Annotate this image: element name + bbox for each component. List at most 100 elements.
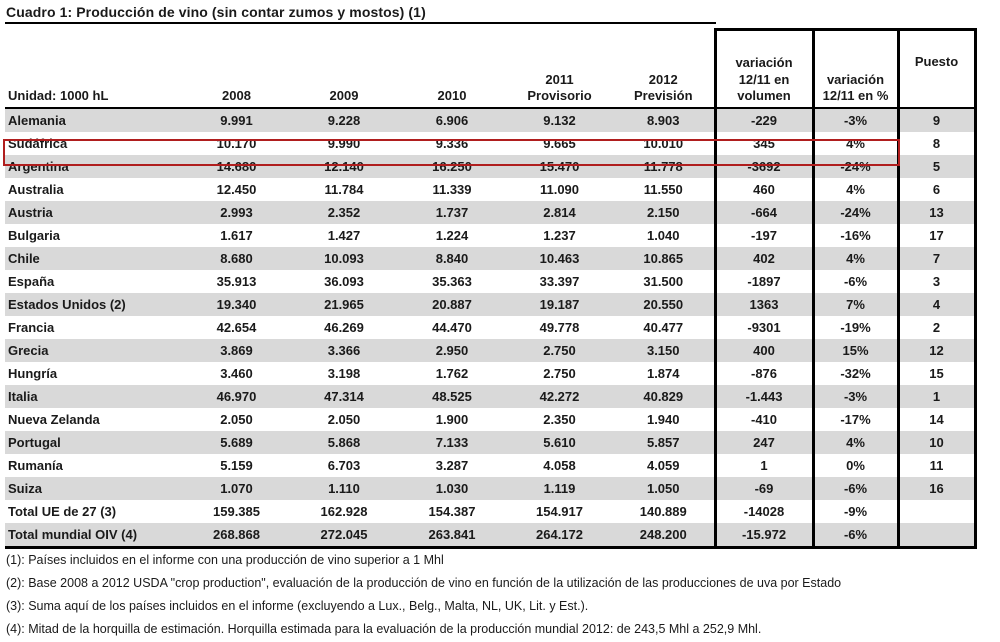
country-cell: Nueva Zelanda <box>8 412 100 427</box>
title-underline <box>5 22 716 24</box>
value-2010-cell: 1.224 <box>435 228 469 243</box>
col-header-2012-prevision: 2012 Previsión <box>613 29 715 109</box>
value-2011-cell: 10.463 <box>539 251 580 266</box>
value-2009-cell: 1.110 <box>328 481 360 496</box>
puesto-cell: 16 <box>896 477 977 500</box>
puesto-cell: 11 <box>896 454 977 477</box>
country-cell: Austria <box>8 205 53 220</box>
value-2008-cell: 2.050 <box>220 412 253 427</box>
table-row-highlighted: Argentina 14.680 12.140 16.250 15.470 11… <box>5 155 977 178</box>
value-2008-cell: 42.654 <box>216 320 257 335</box>
puesto-cell: 1 <box>896 385 977 408</box>
country-cell: Estados Unidos (2) <box>8 297 126 312</box>
value-2010-cell: 1.030 <box>435 481 469 496</box>
country-cell: Portugal <box>8 435 61 450</box>
value-2009-cell: 3.198 <box>327 366 361 381</box>
value-2009-cell: 5.868 <box>327 435 361 450</box>
value-2010-cell: 154.387 <box>428 504 476 519</box>
value-2011-cell: 42.272 <box>539 389 580 404</box>
variation-volume-cell: 400 <box>713 339 813 362</box>
puesto-cell <box>896 523 977 549</box>
country-cell: Total UE de 27 (3) <box>8 504 117 519</box>
country-cell: Rumanía <box>8 458 63 473</box>
footnote-2: (2): Base 2008 a 2012 USDA "crop product… <box>6 576 842 590</box>
value-2010-cell: 48.525 <box>432 389 472 404</box>
country-cell: España <box>8 274 55 289</box>
variation-pct-cell: -9% <box>811 500 898 523</box>
table-row: Austria 2.993 2.352 1.737 2.814 2.150 -6… <box>5 201 977 224</box>
table-row: España 35.913 36.093 35.363 33.397 31.50… <box>5 270 977 293</box>
country-cell: Argentina <box>8 159 69 174</box>
value-2011-cell: 2.350 <box>543 412 576 427</box>
value-2011-cell: 49.778 <box>539 320 580 335</box>
variation-volume-cell: 402 <box>713 247 813 270</box>
value-2008-cell: 1.070 <box>220 481 253 496</box>
puesto-cell: 15 <box>896 362 977 385</box>
value-2009-cell: 36.093 <box>324 274 364 289</box>
variation-volume-cell: -14028 <box>713 500 813 523</box>
value-2011-cell: 9.132 <box>543 113 576 128</box>
value-2010-cell: 8.840 <box>435 251 469 266</box>
value-2011-cell: 9.665 <box>543 136 576 151</box>
variation-volume-cell: -876 <box>713 362 813 385</box>
value-2008-cell: 3.460 <box>220 366 253 381</box>
value-2010-cell: 20.887 <box>432 297 472 312</box>
value-2012-cell: 10.010 <box>643 136 684 151</box>
value-2008-cell: 9.991 <box>220 113 253 128</box>
variation-pct-cell: 4% <box>811 247 898 270</box>
col-header-2008: 2008 <box>183 29 290 109</box>
value-2011-cell: 154.917 <box>536 504 583 519</box>
table-row: Australia 12.450 11.784 11.339 11.090 11… <box>5 178 977 201</box>
value-2009-cell: 2.050 <box>327 412 361 427</box>
value-2012-cell: 1.940 <box>646 412 680 427</box>
value-2012-cell: 1.040 <box>646 228 680 243</box>
puesto-cell: 14 <box>896 408 977 431</box>
value-2012-cell: 4.059 <box>646 458 680 473</box>
variation-volume-cell: 247 <box>713 431 813 454</box>
variation-pct-cell: -32% <box>811 362 898 385</box>
value-2011-cell: 5.610 <box>543 435 576 450</box>
value-2012-cell: 20.550 <box>643 297 684 312</box>
variation-volume-cell: -229 <box>713 108 813 132</box>
variation-volume-cell: -197 <box>713 224 813 247</box>
value-2009-cell: 9.228 <box>327 113 361 128</box>
value-2012-cell: 3.150 <box>646 343 680 358</box>
value-2009-cell: 9.990 <box>327 136 361 151</box>
variation-pct-cell: 4% <box>811 178 898 201</box>
country-cell: Suiza <box>8 481 42 496</box>
value-2009-cell: 162.928 <box>320 504 368 519</box>
table-row: Grecia 3.869 3.366 2.950 2.750 3.150 400… <box>5 339 977 362</box>
value-2009-cell: 10.093 <box>324 251 364 266</box>
country-cell: Total mundial OIV (4) <box>5 523 183 549</box>
country-cell: Italia <box>8 389 38 404</box>
footnote-4: (4): Mitad de la horquilla de estimación… <box>6 622 762 636</box>
table-row: Bulgaria 1.617 1.427 1.224 1.237 1.040 -… <box>5 224 977 247</box>
puesto-cell: 5 <box>896 155 977 178</box>
variation-pct-cell: -6% <box>811 523 898 549</box>
variation-pct-cell: 7% <box>811 293 898 316</box>
col-header-variacion-volumen: variación 12/11 en volumen <box>713 28 813 109</box>
value-2012-cell: 140.889 <box>639 504 687 519</box>
page-title: Cuadro 1: Producción de vino (sin contar… <box>6 4 426 20</box>
variation-volume-cell: -15.972 <box>713 523 813 549</box>
variation-volume-cell: 345 <box>713 132 813 155</box>
table-row: Chile 8.680 10.093 8.840 10.463 10.865 4… <box>5 247 977 270</box>
puesto-cell: 2 <box>896 316 977 339</box>
table-row: Total mundial OIV (4) 268.868 272.045 26… <box>5 523 977 549</box>
variation-volume-cell: -9301 <box>713 316 813 339</box>
variation-volume-cell: 1 <box>713 454 813 477</box>
variation-pct-cell: -24% <box>811 201 898 224</box>
value-2008-cell: 35.913 <box>216 274 257 289</box>
value-2011-cell: 2.814 <box>543 205 576 220</box>
value-2011-cell: 1.119 <box>543 481 576 496</box>
variation-volume-cell: -69 <box>713 477 813 500</box>
puesto-cell: 10 <box>896 431 977 454</box>
value-2008-cell: 10.170 <box>216 136 257 151</box>
variation-volume-cell: -664 <box>713 201 813 224</box>
value-2012-cell: 40.829 <box>643 389 684 404</box>
value-2009-cell: 12.140 <box>324 159 364 174</box>
value-2012-cell: 8.903 <box>646 113 680 128</box>
table-row: Estados Unidos (2) 19.340 21.965 20.887 … <box>5 293 977 316</box>
value-2011-cell: 11.090 <box>539 182 580 197</box>
value-2012-cell: 11.778 <box>643 159 683 174</box>
